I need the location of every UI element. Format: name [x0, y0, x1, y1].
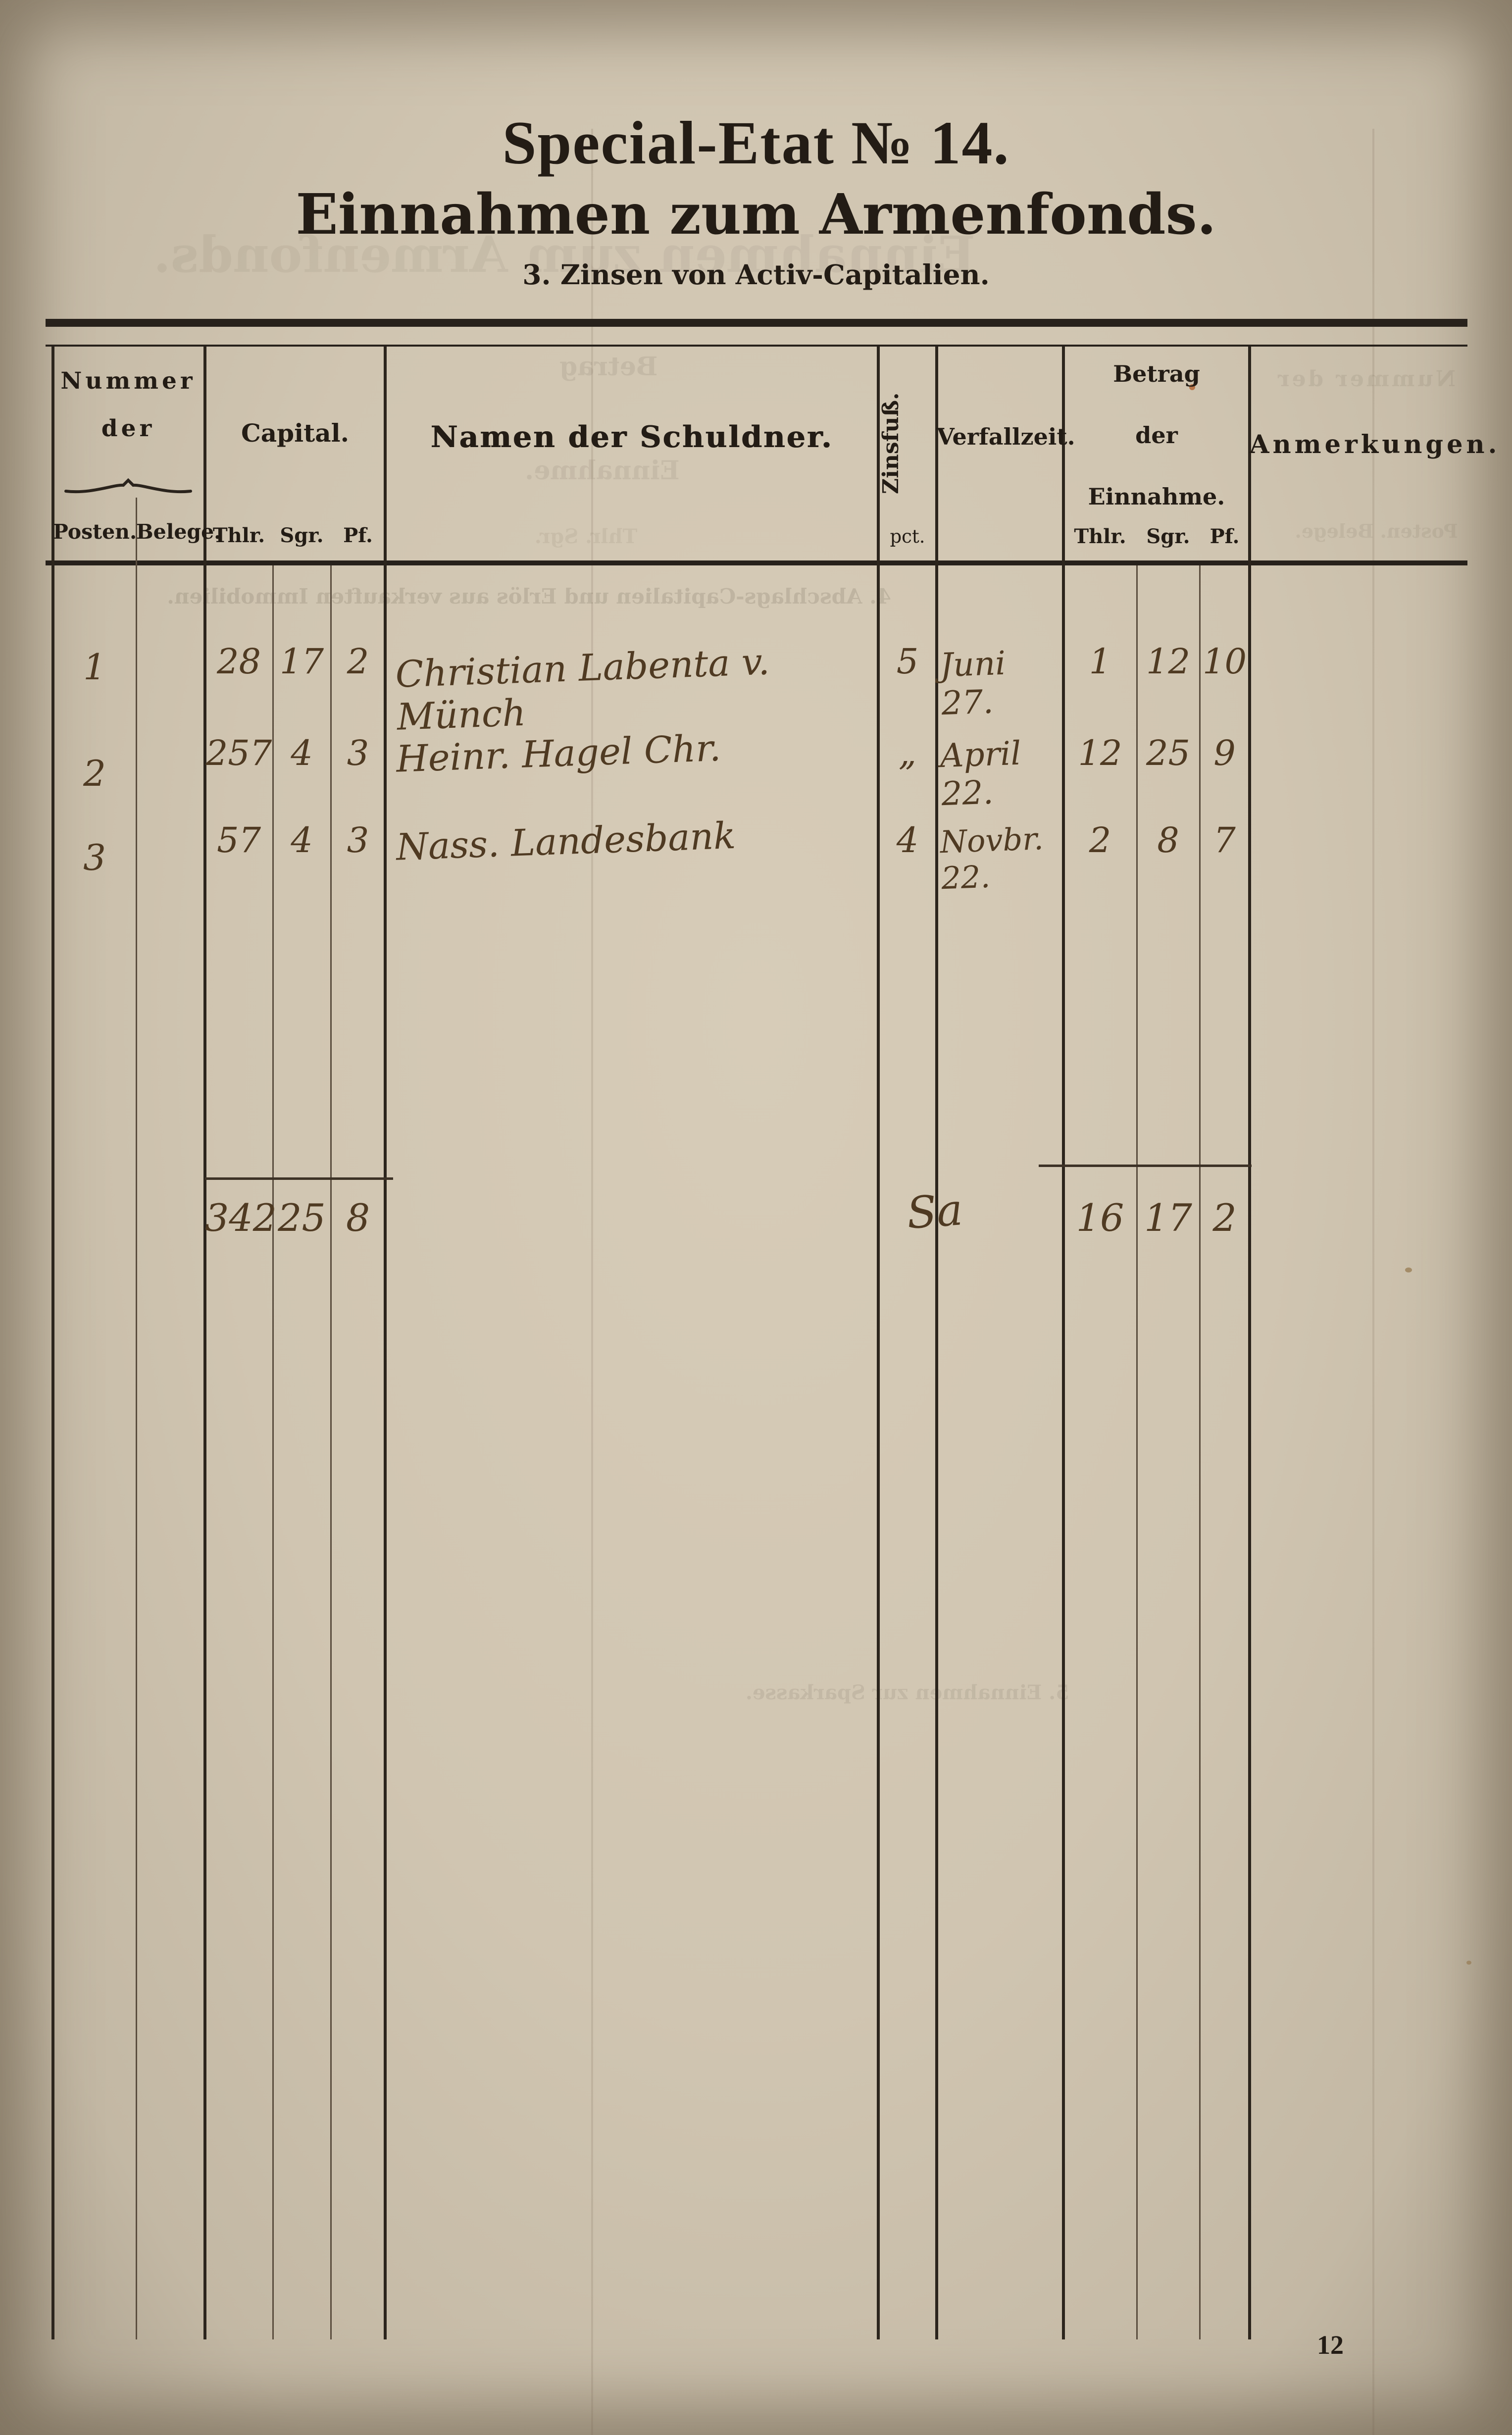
header-anmerkungen: Anmerkungen.: [1250, 430, 1501, 459]
cell-zinsfuss: „: [898, 733, 917, 773]
cell-verfallzeit: April 22.: [939, 734, 1022, 813]
header-betrag-pf: Pf.: [1210, 525, 1240, 548]
col-divider-namen-zinsfuss: [877, 347, 880, 2339]
header-verfallzeit: Verfallzeit.: [937, 423, 1075, 450]
subcol-divider-posten-belege: [136, 498, 137, 2339]
header-capital-thlr: Thlr.: [212, 524, 265, 547]
cell-capital-sgr: 4: [291, 820, 313, 861]
header-pct: pct.: [890, 526, 925, 547]
header-belege: Belege.: [136, 520, 221, 544]
header-betrag-line3: Einnahme.: [1088, 483, 1225, 510]
col-divider-capital-namen: [384, 347, 387, 2339]
subcol-divider-capital-thlr-sgr: [272, 565, 274, 2339]
total-capital-sgr: 25: [278, 1196, 326, 1240]
section-subtitle: 3. Zinsen von Activ-Capitalien.: [522, 258, 990, 291]
cell-posten: 3: [83, 837, 106, 878]
cell-betrag-sgr: 8: [1157, 820, 1179, 861]
paper-speck: [1466, 1961, 1471, 1965]
paper-speck: [1405, 1268, 1412, 1272]
cell-betrag-thlr: 1: [1089, 641, 1111, 682]
totals-row: 342 25 8 Sa 16 17 2: [0, 1184, 1512, 1270]
header-zinsfuss: Zinsfuß.: [878, 392, 904, 494]
cell-capital-thlr: 28: [216, 641, 261, 682]
total-betrag-sgr: 17: [1144, 1196, 1192, 1240]
table-row: 1 28 17 2 Christian Labenta v. Münch 5 J…: [0, 636, 1512, 738]
page-title: Special-Etat № 14.: [502, 109, 1010, 177]
cell-zinsfuss: 4: [896, 820, 919, 861]
cell-capital-sgr: 17: [279, 641, 324, 682]
brace-icon: [64, 478, 192, 494]
col-divider-zinsfuss-verfallzeit: [935, 347, 938, 2339]
cell-betrag-pf: 10: [1202, 641, 1247, 682]
cell-capital-thlr: 57: [216, 820, 261, 861]
table-border-left: [51, 347, 54, 2339]
cell-betrag-thlr: 2: [1089, 820, 1111, 861]
header-betrag-thlr: Thlr.: [1074, 525, 1126, 548]
cell-capital-pf: 2: [347, 641, 369, 682]
cell-capital-thlr: 257: [205, 733, 272, 773]
cell-capital-pf: 3: [347, 820, 369, 861]
ghost-betrag-bleed: Betrag: [559, 352, 658, 382]
header-betrag-sgr: Sgr.: [1146, 525, 1190, 548]
table-top-rule-thin: [46, 345, 1467, 347]
cell-debtor-name: Heinr. Hagel Chr.: [395, 726, 722, 781]
ghost-einnahme-bleed: Einnahme.: [525, 456, 680, 486]
subcol-divider-betrag-thlr-sgr: [1136, 565, 1138, 2339]
table-row: 2 257 4 3 Heinr. Hagel Chr. „ April 22. …: [0, 723, 1512, 817]
paper-speck: [1189, 384, 1195, 390]
cell-verfallzeit: Novbr. 22.: [939, 820, 1044, 897]
ghost-posten-belege-bleed: Posten. Belege.: [1295, 520, 1458, 542]
table-top-rule-thick: [46, 319, 1467, 327]
total-betrag-pf: 2: [1212, 1196, 1237, 1240]
col-divider-belege-capital: [203, 347, 206, 2339]
ghost-units-bleed: Thlr. Sgr.: [535, 525, 638, 548]
total-sum-label: Sa: [905, 1184, 964, 1239]
cell-betrag-pf: 7: [1213, 820, 1236, 861]
total-betrag-thlr: 16: [1076, 1196, 1124, 1240]
ghost-mid-line-bleed: 4. Abschlags-Capitalien und Erlös aus ve…: [167, 584, 891, 609]
paper-fold-line: [591, 129, 593, 2435]
page-number: 12: [1317, 2330, 1344, 2360]
cell-betrag-pf: 9: [1213, 733, 1236, 773]
header-bottom-rule: [46, 560, 1467, 565]
page-subtitle-fraktur: Einnahmen zum Armenfonds.: [296, 182, 1216, 247]
header-namen: Namen der Schuldner.: [430, 420, 833, 455]
table-row: 3 57 4 3 Nass. Landesbank 4 Novbr. 22. 2…: [0, 812, 1512, 896]
header-nummer-line2: der: [101, 415, 155, 442]
header-capital: Capital.: [241, 418, 350, 448]
subcol-divider-betrag-sgr-pf: [1199, 565, 1201, 2339]
header-betrag-line1: Betrag: [1113, 360, 1200, 387]
header-capital-sgr: Sgr.: [280, 524, 324, 547]
cell-debtor-name: Nass. Landesbank: [395, 814, 737, 869]
cell-capital-sgr: 4: [291, 733, 313, 773]
cell-betrag-thlr: 12: [1078, 733, 1122, 773]
paper-fold-line: [1372, 129, 1374, 2435]
cell-verfallzeit: Juni 27.: [939, 644, 1007, 723]
ghost-lower-line-bleed: 5. Einnahmen zur Sparkasse.: [745, 1681, 1069, 1704]
capital-total-rule: [205, 1177, 393, 1180]
subcol-divider-capital-sgr-pf: [330, 565, 332, 2339]
col-divider-verfallzeit-betrag: [1062, 347, 1065, 2339]
cell-posten: 1: [83, 646, 106, 688]
header-posten: Posten.: [53, 520, 137, 544]
cell-betrag-sgr: 12: [1146, 641, 1191, 682]
cell-posten: 2: [83, 753, 106, 794]
total-capital-thlr: 342: [205, 1196, 277, 1240]
cell-betrag-sgr: 25: [1146, 733, 1191, 773]
header-betrag-line2: der: [1135, 422, 1178, 449]
cell-capital-pf: 3: [347, 733, 369, 773]
cell-zinsfuss: 5: [896, 641, 919, 682]
betrag-total-rule: [1039, 1165, 1252, 1167]
header-capital-pf: Pf.: [343, 524, 373, 547]
col-divider-betrag-anmerkungen: [1248, 347, 1251, 2339]
header-nummer-line1: Nummer: [60, 367, 196, 395]
total-capital-pf: 8: [346, 1196, 370, 1240]
